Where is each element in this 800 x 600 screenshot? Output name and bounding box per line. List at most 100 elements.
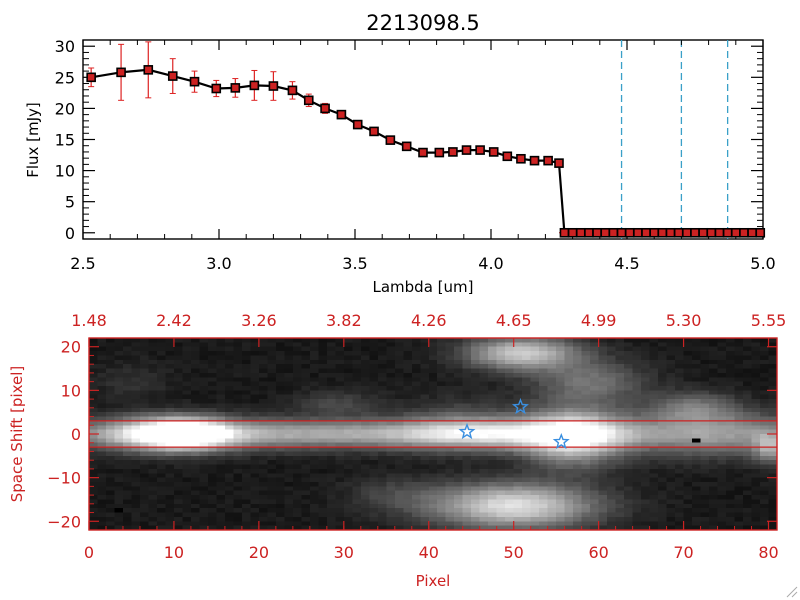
data-point: [529, 155, 540, 166]
x-tick-label: 3.0: [206, 254, 231, 273]
image-x-tick-label: 40: [419, 543, 439, 562]
spectrum-y-axis-label: Flux [mJy]: [24, 102, 42, 178]
data-point: [739, 227, 749, 238]
spectrum-ticks: [82, 40, 764, 239]
y-tick-label: 25: [55, 68, 75, 87]
image-x-axis-label: Pixel: [416, 572, 451, 590]
image-y-axis-label: Space Shift [pixel]: [8, 366, 26, 503]
data-point: [714, 227, 725, 238]
data-point: [211, 83, 222, 94]
data-point: [608, 227, 619, 238]
image-x-tick-label: 80: [758, 543, 778, 562]
data-point: [401, 141, 412, 152]
x-tick-label: 5.0: [750, 254, 775, 273]
data-point: [592, 227, 602, 238]
data-point: [649, 227, 660, 238]
image-canvas-holder: [89, 338, 777, 530]
image-x-tick-label: 0: [84, 543, 94, 562]
y-tick-label: 30: [55, 37, 75, 56]
data-point: [722, 227, 733, 238]
image-y-tick-label: 20: [61, 338, 81, 357]
x-tick-label: 2.5: [70, 254, 95, 273]
spectrum-markers: [86, 65, 766, 238]
data-point: [116, 67, 126, 78]
data-point: [682, 227, 692, 238]
x-tick-label: 4.0: [478, 254, 503, 273]
data-point: [249, 80, 260, 91]
image-x-tick-label: 30: [334, 543, 354, 562]
data-point: [86, 72, 96, 83]
data-point: [706, 227, 717, 238]
image-y-tick-label: 0: [71, 425, 81, 444]
image-top-tick-label: 3.82: [326, 311, 362, 330]
data-point: [747, 227, 757, 238]
data-point: [143, 65, 154, 75]
y-tick-label: 5: [65, 193, 75, 212]
data-point: [434, 147, 445, 158]
image-top-tick-label: 1.48: [71, 311, 107, 330]
image-top-tick-label: 4.65: [496, 311, 532, 330]
data-point: [730, 227, 741, 238]
data-point: [633, 227, 643, 238]
image-x-tick-label: 70: [673, 543, 693, 562]
image-top-tick-label: 5.30: [666, 311, 702, 330]
x-tick-label: 4.5: [614, 254, 639, 273]
image-top-tick-label: 4.26: [411, 311, 447, 330]
data-point: [268, 81, 279, 91]
data-point: [230, 83, 241, 93]
image-top-tick-label: 2.42: [156, 311, 192, 330]
slit-lines: [89, 420, 777, 448]
resize-grip-icon[interactable]: [784, 584, 798, 598]
image-ticks: [88, 337, 777, 531]
reference-lines: [620, 40, 729, 239]
spectrum-y-tick-labels: 0 5 10 15 20 25 30: [55, 37, 75, 243]
data-point: [600, 227, 611, 238]
data-point: [385, 135, 396, 145]
data-point: [559, 227, 570, 238]
y-tick-label: 10: [55, 162, 75, 181]
data-point: [584, 227, 594, 238]
image-y-tick-label: −20: [47, 512, 81, 531]
data-point: [641, 227, 651, 238]
data-point: [352, 119, 363, 130]
y-tick-label: 20: [55, 99, 75, 118]
y-tick-label: 15: [55, 131, 75, 150]
data-point: [690, 227, 700, 238]
star-markers: [458, 397, 570, 450]
image-y-tick-labels: −20 −10 0 10 20: [47, 338, 81, 532]
x-tick-label: 3.5: [342, 254, 367, 273]
y-tick-label: 0: [65, 224, 75, 243]
data-point: [755, 227, 766, 238]
data-point: [554, 158, 564, 168]
image-x-tick-label: 60: [588, 543, 608, 562]
data-point: [461, 145, 472, 155]
image-top-tick-label: 4.99: [581, 311, 617, 330]
image-panel: 0 10 20 30 40 50 60 70 80 1.48 2.42 3.26 3.82 4.26 4.…: [8, 311, 786, 590]
data-point: [488, 147, 499, 157]
star-icon: [511, 397, 529, 415]
spectral-image: [89, 338, 777, 530]
data-point: [575, 227, 586, 238]
chart-title: 2213098.5: [366, 11, 480, 35]
spectrum-x-axis-label: Lambda [um]: [373, 278, 474, 296]
data-point: [336, 109, 347, 120]
spectrum-plot-frame: [82, 39, 764, 240]
data-point: [287, 85, 298, 96]
image-y-tick-label: −10: [47, 469, 81, 488]
data-point: [448, 147, 458, 157]
data-point: [673, 227, 684, 238]
spectrum-panel: 2213098.5 2.5 3.0 3.5 4.0 4.5 5.0 0 5 10 15 20 25 3…: [24, 11, 776, 296]
data-point: [616, 227, 627, 238]
data-point: [543, 155, 553, 166]
data-point: [657, 227, 668, 238]
data-point: [567, 227, 578, 238]
data-point: [516, 153, 526, 164]
image-y-tick-label: 10: [61, 381, 81, 400]
data-point: [167, 71, 178, 81]
data-point: [320, 103, 330, 114]
image-x-tick-label: 20: [249, 543, 269, 562]
image-top-tick-labels: 1.48 2.42 3.26 3.82 4.26 4.65 4.99 5.30 5.55: [71, 311, 786, 330]
data-point: [475, 145, 485, 155]
star-icon: [458, 422, 476, 440]
